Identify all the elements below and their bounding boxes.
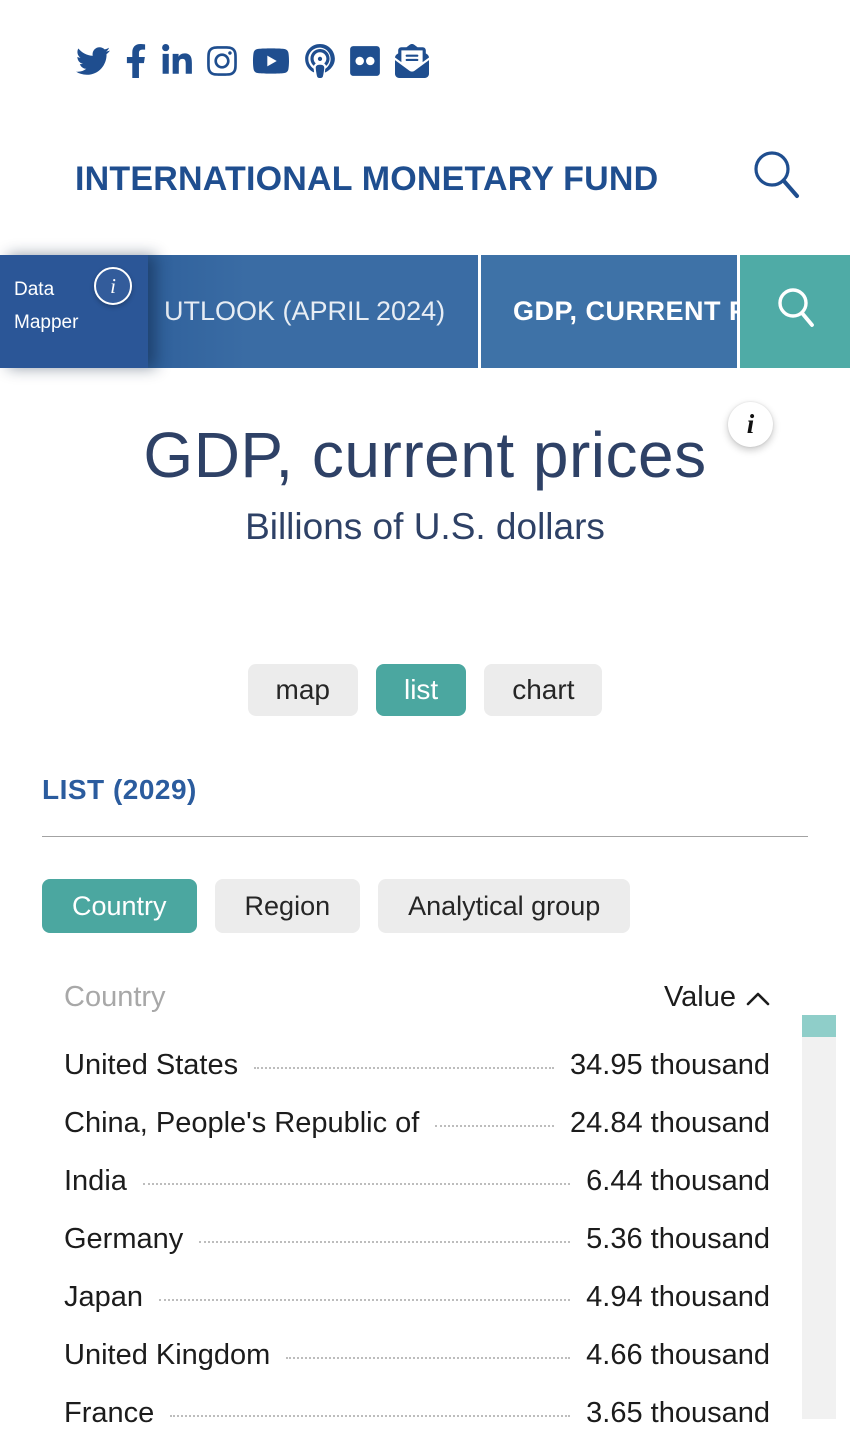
indicator-hero: GDP, current prices Billions of U.S. dol… — [0, 368, 850, 548]
view-tab-list[interactable]: list — [375, 664, 467, 716]
table-row[interactable]: France 3.65 thousand — [64, 1384, 770, 1442]
column-header-value-label: Value — [663, 981, 736, 1013]
section-divider — [42, 836, 808, 837]
datamapper-label-line1: Data — [14, 279, 55, 300]
group-filter: Country Region Analytical group — [42, 879, 850, 933]
dotted-leader — [286, 1357, 571, 1359]
country-name: United Kingdom — [64, 1338, 271, 1371]
social-links-row — [0, 0, 850, 78]
country-value: 4.94 thousand — [586, 1280, 770, 1313]
youtube-icon[interactable] — [252, 44, 290, 78]
table-row[interactable]: Germany 5.36 thousand — [64, 1210, 770, 1268]
country-name: France — [64, 1396, 155, 1429]
country-name: United States — [64, 1048, 239, 1081]
table-row[interactable]: China, People's Republic of 24.84 thousa… — [64, 1094, 770, 1152]
country-value: 3.65 thousand — [586, 1396, 770, 1429]
sort-ascending-icon — [746, 981, 770, 1014]
list-scrollbar-thumb[interactable] — [802, 1015, 836, 1037]
column-header-country: Country — [64, 981, 166, 1013]
nav-info-icon[interactable]: i — [94, 267, 132, 305]
site-search-icon[interactable] — [750, 148, 802, 211]
column-header-value-sort[interactable]: Value — [664, 981, 770, 1014]
table-row[interactable]: United Kingdom 4.66 thousand — [64, 1326, 770, 1384]
datamapper-label-line2: Mapper — [14, 312, 79, 333]
indicator-info-icon[interactable]: i — [728, 402, 773, 447]
country-value: 34.95 thousand — [570, 1048, 770, 1081]
masthead: INTERNATIONAL MONETARY FUND — [0, 148, 850, 211]
twitter-icon[interactable] — [76, 44, 110, 78]
facebook-icon[interactable] — [125, 44, 147, 78]
country-value-table: Country Value United States 34.95 thousa… — [0, 981, 850, 1442]
page-subtitle: Billions of U.S. dollars — [245, 506, 605, 547]
filter-tab-region[interactable]: Region — [214, 879, 361, 933]
table-row[interactable]: Japan 4.94 thousand — [64, 1268, 770, 1326]
country-value: 24.84 thousand — [570, 1106, 770, 1139]
country-name: China, People's Republic of — [64, 1106, 420, 1139]
newsletter-icon[interactable] — [395, 44, 429, 78]
view-switcher: map list chart — [0, 664, 850, 716]
instagram-icon[interactable] — [207, 44, 237, 78]
dotted-leader — [170, 1415, 571, 1417]
filter-tab-country[interactable]: Country — [42, 879, 197, 933]
tab-world-economic-outlook[interactable]: UTLOOK (APRIL 2024) — [148, 255, 478, 368]
datamapper-home-tab[interactable]: Data Mapper i — [0, 255, 148, 368]
org-title: INTERNATIONAL MONETARY FUND — [75, 160, 659, 198]
country-name: Japan — [64, 1280, 144, 1313]
datamapper-navbar: Data Mapper i UTLOOK (APRIL 2024) GDP, C… — [0, 255, 850, 368]
linkedin-icon[interactable] — [162, 44, 192, 78]
podcast-icon[interactable] — [305, 44, 335, 78]
table-row[interactable]: United States 34.95 thousand — [64, 1036, 770, 1094]
dotted-leader — [435, 1125, 555, 1127]
page-title: GDP, current prices — [143, 419, 707, 491]
view-tab-chart[interactable]: chart — [484, 664, 603, 716]
country-value: 4.66 thousand — [586, 1338, 770, 1371]
nav-search-button[interactable] — [737, 255, 850, 368]
tab-gdp-label: GDP, CURRENT P — [513, 296, 737, 326]
table-header: Country Value — [64, 981, 770, 1014]
list-scrollbar-track[interactable] — [802, 1015, 836, 1419]
country-value: 6.44 thousand — [586, 1164, 770, 1197]
table-rows: United States 34.95 thousand China, Peop… — [64, 1036, 770, 1442]
country-name: Germany — [64, 1222, 184, 1255]
tab-gdp-current-prices[interactable]: GDP, CURRENT P — [478, 255, 737, 368]
list-section-heading: LIST (2029) — [42, 774, 197, 805]
dotted-leader — [159, 1299, 571, 1301]
dotted-leader — [254, 1067, 555, 1069]
nav-search-icon — [772, 285, 818, 338]
dotted-leader — [142, 1183, 571, 1185]
flickr-icon[interactable] — [350, 44, 380, 78]
dotted-leader — [199, 1241, 571, 1243]
country-name: India — [64, 1164, 127, 1197]
view-tab-map[interactable]: map — [247, 664, 358, 716]
tab-outlook-label: UTLOOK (APRIL 2024) — [164, 296, 446, 326]
country-value: 5.36 thousand — [586, 1222, 770, 1255]
filter-tab-analytical-group[interactable]: Analytical group — [378, 879, 631, 933]
table-row[interactable]: India 6.44 thousand — [64, 1152, 770, 1210]
